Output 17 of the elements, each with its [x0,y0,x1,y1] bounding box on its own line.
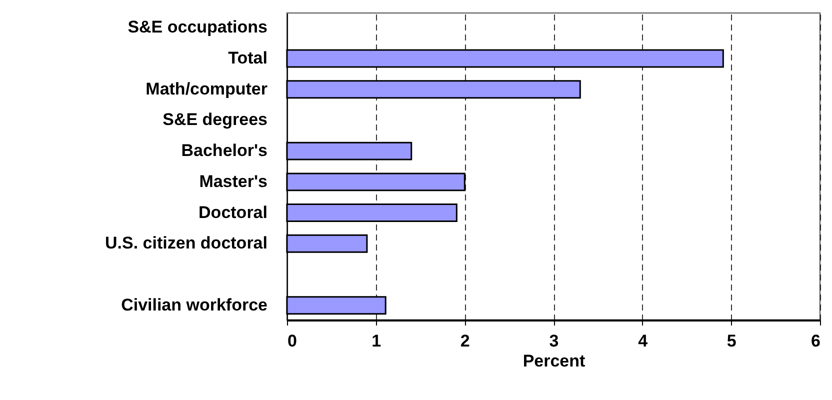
y-tick-label: S&E occupations [128,18,268,37]
x-tick-label: 3 [549,332,559,350]
x-tick-label: 6 [811,332,820,350]
x-tick-label: 1 [372,332,382,350]
y-tick-label: U.S. citizen doctoral [105,234,268,253]
x-tick-label: 5 [726,332,736,350]
x-tick-label: 4 [638,332,648,350]
y-tick-label: Bachelor's [181,141,268,160]
x-tick-label: 0 [288,332,297,350]
y-tick-label: Civilian workforce [121,295,268,314]
y-tick-label: Math/computer [146,79,268,98]
y-tick-label: Doctoral [198,202,268,222]
y-tick-label: Master's [199,172,268,191]
y-tick-label: S&E degrees [162,110,268,130]
x-axis-title: Percent [522,352,586,370]
y-tick-label: Total [228,48,268,68]
x-tick-label: 2 [460,332,470,350]
